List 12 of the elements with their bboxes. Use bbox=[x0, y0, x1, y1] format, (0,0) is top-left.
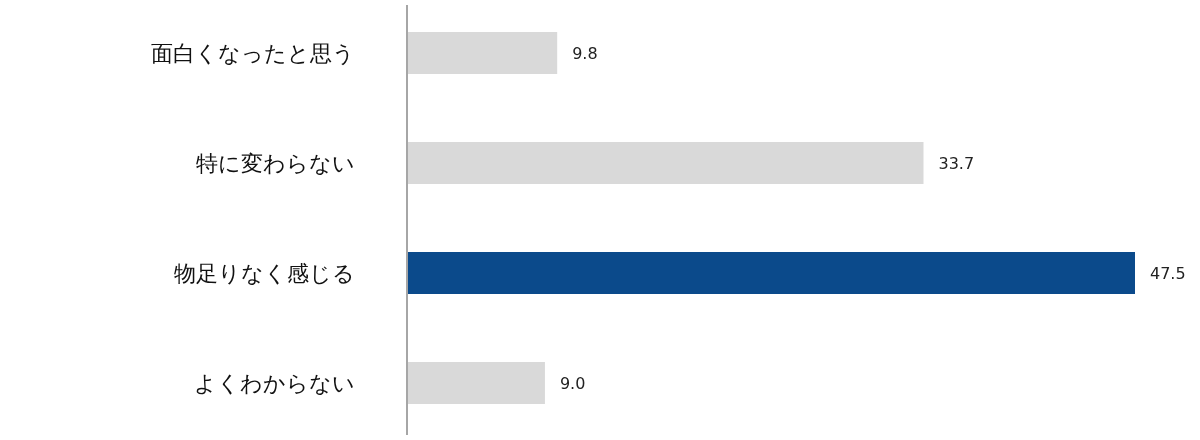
data-label: 33.7 bbox=[938, 154, 975, 173]
data-label: 9.0 bbox=[559, 374, 586, 393]
data-label: 9.8 bbox=[572, 44, 598, 63]
data-label: 47.5 bbox=[1150, 264, 1186, 283]
y-tick-label: 面白くなったと思う bbox=[151, 41, 355, 66]
bar bbox=[407, 362, 545, 404]
bar bbox=[407, 142, 924, 184]
y-tick-label: 物足りなく感じる bbox=[174, 261, 355, 286]
y-tick-label: よくわからない bbox=[194, 371, 355, 396]
bar bbox=[407, 252, 1135, 294]
y-tick-label: 特に変わらない bbox=[196, 151, 355, 176]
bar bbox=[407, 32, 558, 74]
